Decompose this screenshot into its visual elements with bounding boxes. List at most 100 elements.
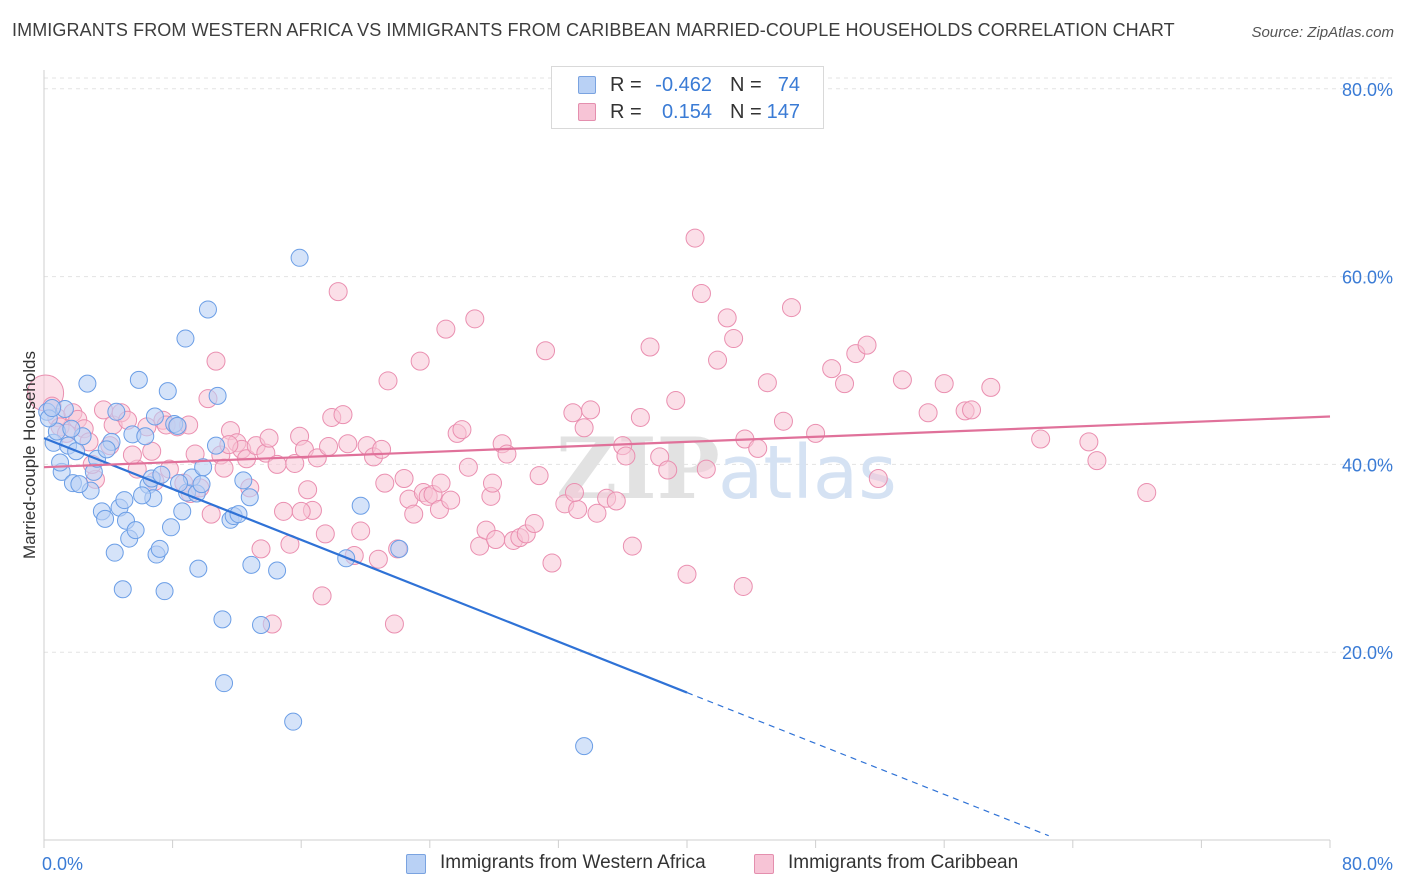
caribbean-point xyxy=(486,530,506,550)
caribbean-point xyxy=(259,428,279,448)
caribbean-point xyxy=(482,473,502,493)
correlation-legend: R = -0.462 N = 74 R = 0.154 N = 147 xyxy=(551,66,824,129)
legend-n-value: 74 xyxy=(777,74,800,96)
caribbean-point xyxy=(315,524,335,544)
caribbean-point xyxy=(333,405,353,425)
western-africa-point xyxy=(43,399,62,418)
western-africa-point xyxy=(158,382,177,401)
western-africa-point xyxy=(70,475,89,494)
caribbean-point xyxy=(1137,483,1157,503)
caribbean-point xyxy=(375,473,395,493)
western-africa-point xyxy=(96,509,115,528)
western-africa-point xyxy=(129,370,148,389)
x-tick-label: 80.0% xyxy=(1342,854,1393,874)
western-africa-point xyxy=(168,416,187,435)
caribbean-point xyxy=(436,319,456,339)
caribbean-point xyxy=(214,458,234,478)
western-africa-point xyxy=(240,488,259,507)
western-africa-point xyxy=(213,610,232,629)
western-africa-point xyxy=(126,521,145,540)
western-africa-point xyxy=(161,518,180,537)
caribbean-point xyxy=(630,407,650,427)
source-label: Source: ZipAtlas.com xyxy=(1251,24,1394,41)
western-africa-point xyxy=(145,407,164,426)
caribbean-point xyxy=(640,337,660,357)
caribbean-point xyxy=(328,282,348,302)
caribbean-point xyxy=(410,351,430,371)
caribbean-point xyxy=(384,614,404,634)
western-africa-point xyxy=(97,440,116,459)
caribbean-point xyxy=(1031,429,1051,449)
western-africa-point xyxy=(78,374,97,393)
western-africa-point xyxy=(150,539,169,558)
western-africa-point xyxy=(62,419,81,438)
caribbean-point xyxy=(708,350,728,370)
western-africa-point xyxy=(198,300,217,319)
caribbean-point xyxy=(568,499,588,519)
legend-r-label: R = xyxy=(610,101,642,123)
caribbean-point xyxy=(773,411,793,431)
western-africa-point xyxy=(51,453,70,472)
caribbean-point xyxy=(291,501,311,521)
bottom-legend-label: Immigrants from Western Africa xyxy=(440,852,706,873)
caribbean-point xyxy=(606,491,626,511)
western-africa-point xyxy=(252,615,271,634)
caribbean-point xyxy=(564,483,584,503)
bottom-legend-label: Immigrants from Caribbean xyxy=(788,852,1019,873)
caribbean-point xyxy=(122,445,142,465)
caribbean-point xyxy=(868,468,888,488)
legend-r-value: -0.462 xyxy=(655,74,712,96)
western-africa-point xyxy=(284,712,303,731)
caribbean-point xyxy=(616,446,636,466)
legend-swatch-blue xyxy=(578,76,596,94)
western-africa-point xyxy=(290,248,309,267)
caribbean-trend-line xyxy=(43,415,1331,469)
western-africa-point xyxy=(351,496,370,515)
bottom-legend-swatch-pink xyxy=(754,854,774,874)
caribbean-point xyxy=(666,391,686,411)
caribbean-point xyxy=(452,420,472,440)
western-africa-point xyxy=(176,329,195,348)
caribbean-point xyxy=(587,503,607,523)
caribbean-point xyxy=(806,423,826,443)
legend-r-label: R = xyxy=(610,74,642,96)
caribbean-point xyxy=(404,504,424,524)
caribbean-point xyxy=(918,403,938,423)
caribbean-point xyxy=(351,521,371,541)
caribbean-point xyxy=(319,437,339,457)
caribbean-point xyxy=(251,539,271,559)
caribbean-point xyxy=(368,549,388,569)
western-africa-points xyxy=(38,248,594,756)
western-africa-trend-line xyxy=(43,437,688,694)
caribbean-point xyxy=(458,457,478,477)
caribbean-point xyxy=(274,501,294,521)
western-africa-point xyxy=(107,402,126,421)
western-africa-point xyxy=(215,674,234,693)
western-africa-point xyxy=(234,471,253,490)
western-africa-point xyxy=(207,436,226,455)
caribbean-points xyxy=(27,228,1157,634)
caribbean-point xyxy=(934,374,954,394)
western-africa-point xyxy=(189,559,208,578)
legend-r-value: 0.154 xyxy=(661,101,712,123)
caribbean-point xyxy=(733,576,753,596)
western-africa-point xyxy=(268,561,287,580)
caribbean-point xyxy=(685,228,705,248)
y-tick-label: 60.0% xyxy=(1342,268,1393,288)
caribbean-point xyxy=(441,490,461,510)
caribbean-point xyxy=(312,586,332,606)
caribbean-point xyxy=(285,453,305,473)
caribbean-point xyxy=(717,308,737,328)
western-africa-point xyxy=(115,491,134,510)
caribbean-point xyxy=(574,418,594,438)
caribbean-point xyxy=(696,459,716,479)
caribbean-point xyxy=(524,514,544,534)
western-africa-point xyxy=(133,486,152,505)
caribbean-point xyxy=(857,335,877,355)
caribbean-point xyxy=(338,434,358,454)
western-africa-point xyxy=(136,427,155,446)
caribbean-point xyxy=(206,351,226,371)
caribbean-point xyxy=(691,283,711,303)
caribbean-point xyxy=(536,341,556,361)
caribbean-point xyxy=(981,377,1001,397)
